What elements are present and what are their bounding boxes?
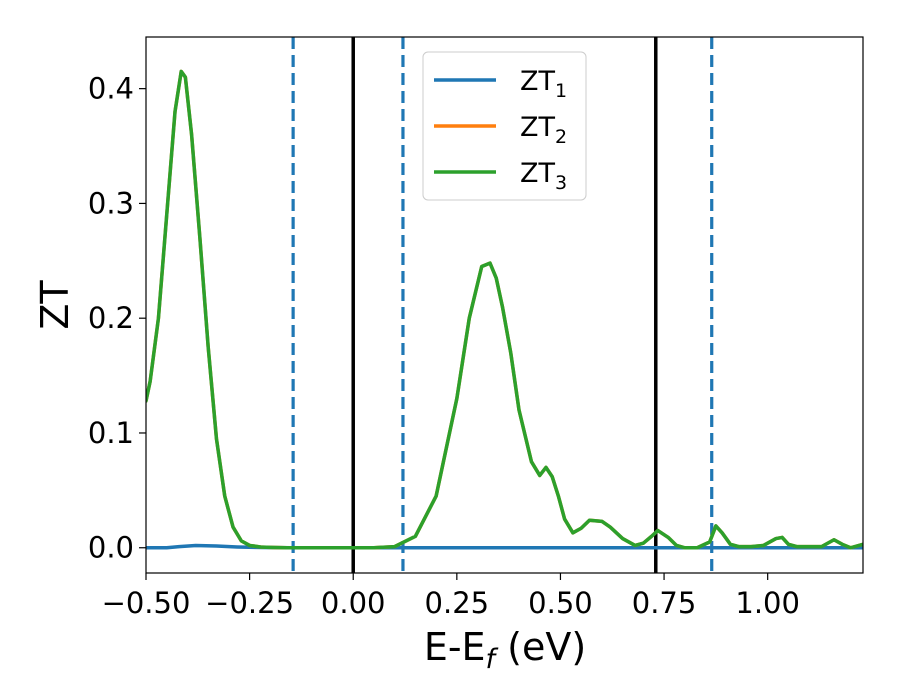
y-tick-label-1: 0.1 xyxy=(88,416,134,450)
x-axis-ticks: −0.50 −0.25 0.00 0.25 0.50 0.75 1.00 xyxy=(102,573,800,620)
y-tick-label-4: 0.4 xyxy=(88,72,134,106)
x-tick-label-6: 1.00 xyxy=(735,586,800,620)
legend-label-3: ZT3 xyxy=(520,158,567,194)
legend-label-2: ZT2 xyxy=(520,112,567,148)
reference-lines xyxy=(291,37,714,573)
y-tick-label-3: 0.3 xyxy=(88,186,134,220)
y-axis-ticks: 0.0 0.1 0.2 0.3 0.4 xyxy=(88,72,146,565)
x-tick-label-1: −0.25 xyxy=(205,586,294,620)
plot-frame xyxy=(145,36,864,574)
legend-label-1: ZT1 xyxy=(520,66,567,102)
x-tick-label-3: 0.25 xyxy=(425,586,490,620)
y-axis-label: ZT xyxy=(33,280,77,330)
series-lines xyxy=(146,69,863,550)
y-tick-label-2: 0.2 xyxy=(88,301,134,335)
x-axis-label: E-Ef (eV) xyxy=(424,625,586,675)
x-tick-label-5: 0.75 xyxy=(632,586,697,620)
x-tick-label-4: 0.50 xyxy=(528,586,593,620)
series-line-zt3 xyxy=(146,69,863,550)
legend: ZT1 ZT2 ZT3 xyxy=(422,51,587,201)
x-tick-label-2: 0.00 xyxy=(321,586,386,620)
x-tick-label-0: −0.50 xyxy=(102,586,191,620)
legend-box xyxy=(422,51,587,201)
y-tick-label-0: 0.0 xyxy=(88,531,134,565)
